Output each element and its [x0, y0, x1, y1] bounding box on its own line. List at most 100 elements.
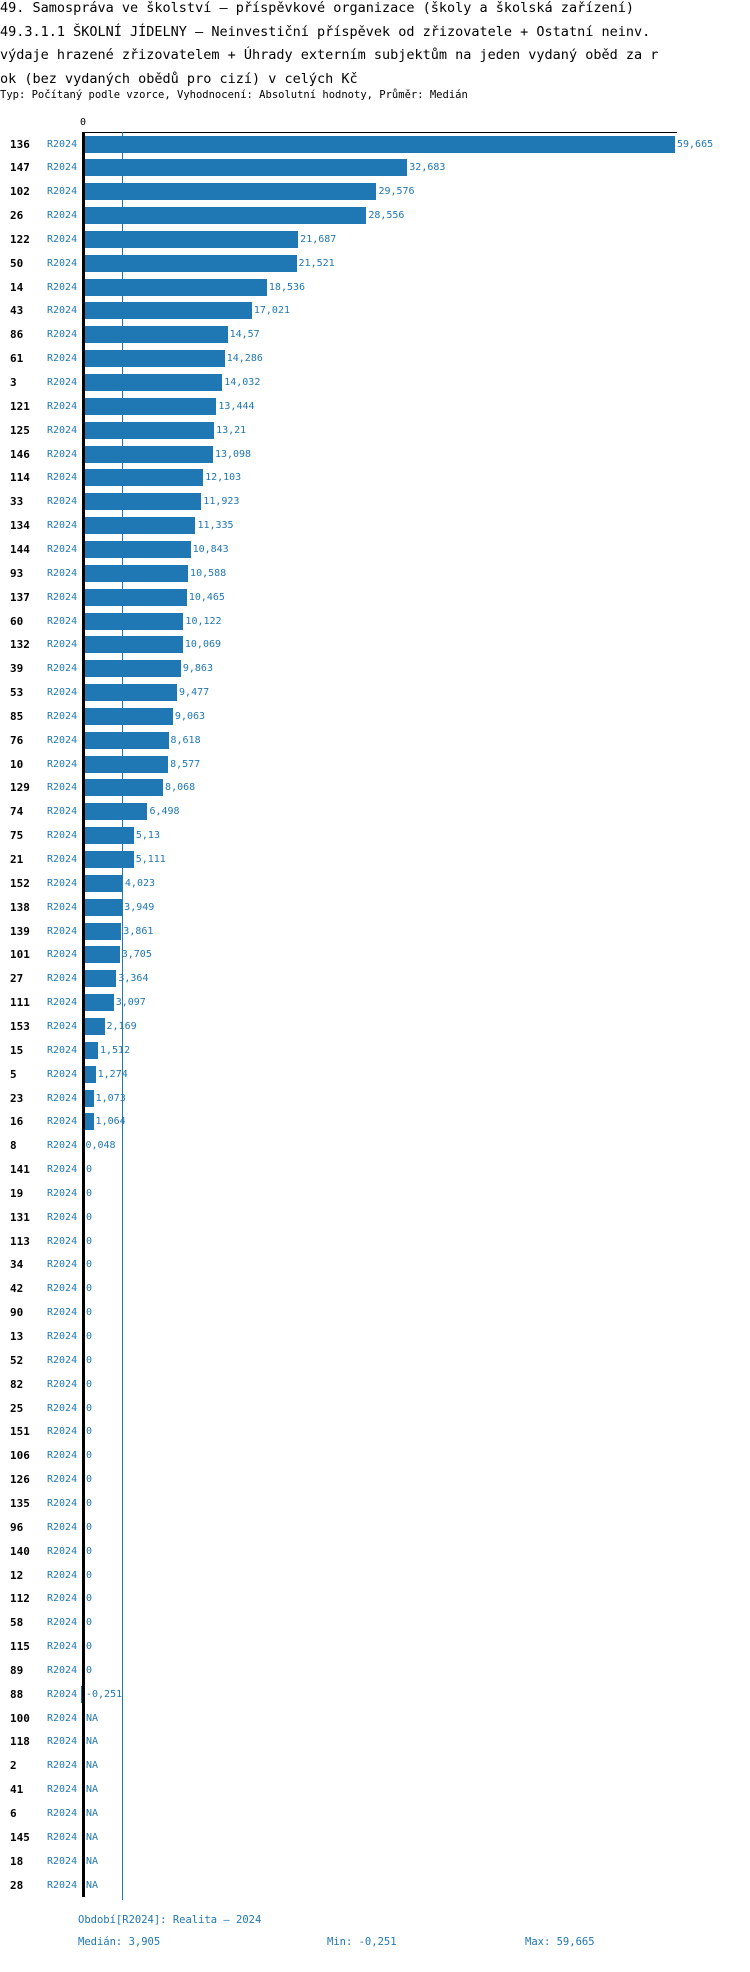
row-id-label: 58	[10, 1616, 24, 1630]
bar	[83, 851, 134, 868]
bar	[83, 540, 191, 558]
value-label: 0	[86, 1617, 93, 1629]
row-id-label: 13	[10, 1330, 24, 1343]
row-period-label: R2024	[47, 329, 78, 341]
row-id-label: 147	[10, 161, 30, 175]
row-period-label: R2024	[47, 233, 78, 245]
value-label: 0	[86, 1664, 93, 1676]
row-period-label: R2024	[47, 281, 78, 293]
bar	[83, 207, 367, 225]
row-period-label: R2024	[47, 925, 78, 937]
row-period-label: R2024	[47, 830, 78, 842]
bar	[83, 183, 377, 201]
bar	[83, 254, 297, 272]
row-id-label: 88	[10, 1687, 24, 1701]
bar	[83, 994, 114, 1012]
row-period-label: R2024	[47, 496, 78, 508]
row-id-label: 53	[10, 686, 24, 700]
row-id-label: 100	[10, 1711, 30, 1725]
value-label: 8,618	[170, 734, 201, 746]
row-period-label: R2024	[47, 1474, 78, 1486]
row-id-label: 86	[10, 328, 24, 342]
row-id-label: 85	[10, 709, 24, 723]
value-label: 0	[86, 1307, 93, 1319]
row-id-label: 139	[10, 924, 30, 938]
row-period-label: R2024	[47, 1354, 78, 1366]
row-period-label: R2024	[47, 1092, 78, 1104]
value-label: 3,949	[124, 901, 155, 913]
row-id-label: 41	[10, 1783, 24, 1797]
bar	[83, 922, 122, 940]
value-label: 2,169	[106, 1020, 137, 1032]
row-id-label: 137	[10, 590, 30, 604]
bar	[83, 1041, 98, 1059]
bar	[83, 1113, 94, 1131]
row-period-label: R2024	[47, 1020, 78, 1032]
row-period-label: R2024	[47, 901, 78, 913]
row-id-label: 114	[10, 471, 30, 485]
value-label: 13,098	[214, 448, 252, 460]
value-label: -0,251	[86, 1688, 123, 1700]
row-id-label: 96	[10, 1520, 24, 1534]
row-id-label: 28	[10, 1878, 24, 1892]
bar	[83, 946, 120, 964]
row-id-label: 121	[10, 399, 30, 413]
row-period-label: R2024	[47, 997, 78, 1009]
row-id-label: 21	[10, 853, 24, 866]
row-id-label: 52	[10, 1353, 24, 1367]
row-id-label: 42	[10, 1282, 24, 1296]
row-id-label: 129	[10, 781, 30, 795]
row-period-label: R2024	[47, 520, 78, 532]
bar	[83, 707, 173, 725]
row-id-label: 135	[10, 1496, 30, 1510]
value-label: 0	[86, 1641, 93, 1653]
row-id-label: 93	[10, 566, 24, 580]
value-label: NA	[86, 1760, 99, 1772]
bar	[83, 1017, 105, 1035]
value-label: 10,465	[188, 591, 225, 603]
value-label: 14,032	[224, 377, 261, 388]
row-id-label: 5	[10, 1067, 17, 1081]
value-label: 0	[86, 1164, 93, 1176]
row-id-label: 6	[10, 1807, 17, 1820]
row-id-label: 140	[10, 1544, 30, 1558]
value-label: 18,536	[268, 281, 306, 293]
value-label: 32,683	[409, 162, 446, 174]
value-label: 3,705	[121, 949, 152, 961]
value-label: 11,923	[203, 496, 240, 508]
value-label: 0	[86, 1354, 93, 1366]
row-period-label: R2024	[47, 1688, 78, 1700]
row-id-label: 10	[10, 757, 24, 771]
value-label: 13,21	[216, 424, 247, 436]
value-label: 17,021	[253, 305, 290, 317]
value-label: 0,048	[85, 1140, 116, 1152]
bar	[83, 278, 267, 296]
row-id-label: 82	[10, 1377, 24, 1391]
value-label: 4,023	[124, 877, 156, 889]
row-period-label: R2024	[47, 687, 78, 699]
bar	[83, 779, 164, 797]
title-line: výdaje hrazené zřizovatelem + Úhrady ext…	[0, 47, 659, 63]
bar	[83, 1065, 96, 1083]
bar	[83, 230, 299, 248]
row-period-label: R2024	[47, 1140, 78, 1152]
bar	[83, 302, 252, 320]
value-label: 1,512	[100, 1044, 131, 1056]
row-id-label: 112	[10, 1592, 30, 1606]
axis-zero-label: 0	[80, 117, 87, 128]
row-id-label: 12	[10, 1568, 24, 1582]
value-label: 10,069	[184, 639, 222, 651]
row-id-label: 3	[10, 376, 17, 389]
row-period-label: R2024	[47, 1545, 78, 1557]
value-label: 0	[86, 1545, 93, 1557]
row-id-label: 60	[10, 614, 24, 628]
value-label: 0	[86, 1211, 93, 1223]
row-id-label: 152	[10, 876, 30, 890]
row-period-label: R2024	[47, 1664, 78, 1676]
value-label: 1,274	[97, 1068, 128, 1080]
value-label: 21,521	[298, 257, 335, 269]
row-id-label: 136	[10, 137, 30, 151]
value-label: 11,335	[197, 520, 234, 532]
value-label: 6,498	[149, 806, 180, 818]
row-id-label: 34	[10, 1258, 24, 1272]
